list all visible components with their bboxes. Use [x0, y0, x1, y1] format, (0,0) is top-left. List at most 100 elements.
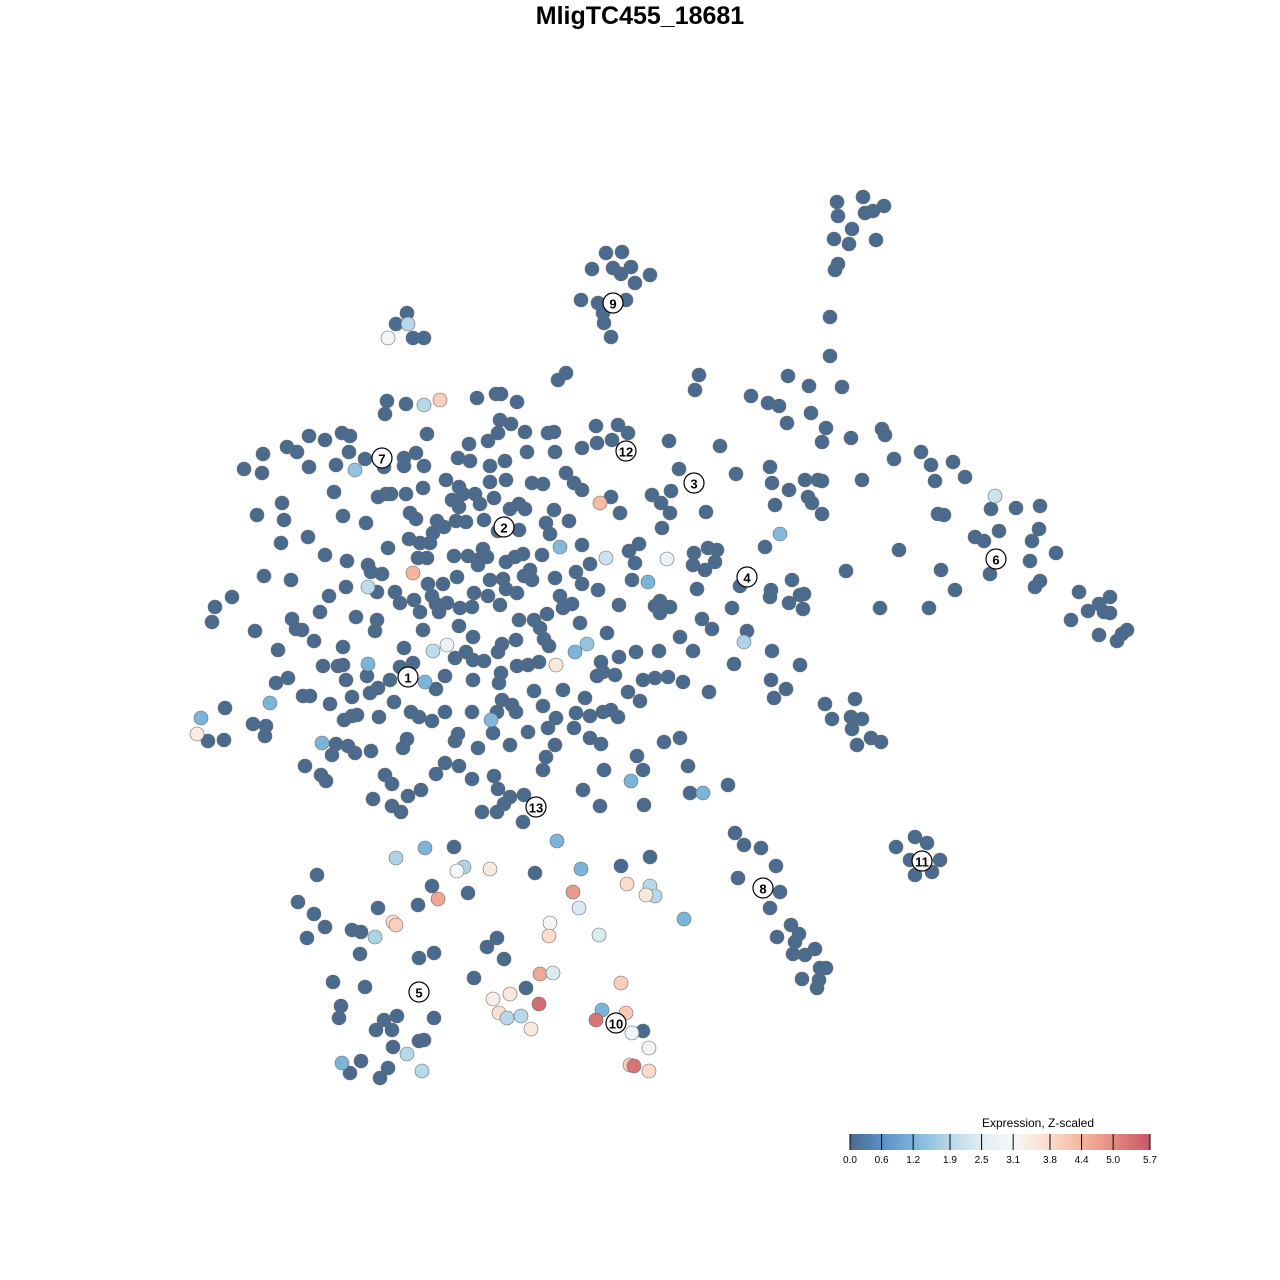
data-point	[449, 863, 465, 879]
cluster-label-7: 7	[371, 447, 393, 469]
data-point	[641, 1063, 657, 1079]
data-point	[479, 939, 495, 955]
data-point	[466, 585, 482, 601]
data-point	[300, 529, 316, 545]
data-point	[565, 884, 581, 900]
data-point	[340, 738, 356, 754]
data-point	[360, 579, 376, 595]
data-point	[627, 275, 643, 291]
data-point	[736, 634, 752, 650]
data-point	[548, 710, 564, 726]
data-point	[417, 840, 433, 856]
data-point	[720, 777, 736, 793]
data-point	[596, 315, 612, 331]
data-point	[822, 348, 838, 364]
data-point	[854, 472, 870, 488]
data-point	[575, 782, 591, 798]
data-point	[476, 512, 492, 528]
data-point	[547, 444, 563, 460]
data-point	[425, 643, 441, 659]
data-point	[730, 870, 746, 886]
data-point	[743, 388, 759, 404]
data-point	[547, 570, 563, 586]
data-point	[757, 539, 773, 555]
data-point	[652, 605, 668, 621]
data-point	[814, 473, 830, 489]
data-point	[724, 600, 740, 616]
data-point	[360, 656, 376, 672]
data-point	[687, 382, 703, 398]
data-point	[396, 640, 412, 656]
data-point	[342, 1065, 358, 1081]
data-point	[574, 440, 590, 456]
data-point	[460, 885, 476, 901]
data-point	[489, 930, 505, 946]
data-point	[482, 458, 498, 474]
data-point	[344, 689, 360, 705]
data-point	[415, 480, 431, 496]
data-point	[611, 649, 627, 665]
data-point	[762, 900, 778, 916]
data-point	[787, 934, 803, 950]
data-point	[641, 1040, 657, 1056]
data-point	[662, 505, 678, 521]
cluster-label-text: 1	[404, 671, 411, 686]
data-point	[531, 654, 547, 670]
data-point	[642, 849, 658, 865]
data-point	[818, 960, 834, 976]
data-point	[384, 776, 400, 792]
data-point	[382, 672, 398, 688]
data-point	[598, 550, 614, 566]
data-point	[772, 884, 788, 900]
data-point	[335, 657, 351, 673]
data-point	[389, 1008, 405, 1024]
data-point	[411, 709, 427, 725]
data-point	[591, 927, 607, 943]
data-point	[682, 785, 698, 801]
data-point	[317, 547, 333, 563]
data-point	[826, 231, 842, 247]
data-point	[426, 945, 442, 961]
data-point	[535, 762, 551, 778]
data-point	[370, 900, 386, 916]
data-point	[604, 432, 620, 448]
data-point	[588, 1012, 604, 1028]
data-point	[315, 658, 331, 674]
data-point	[424, 878, 440, 894]
data-point	[691, 367, 707, 383]
data-point	[520, 724, 536, 740]
data-point	[838, 563, 854, 579]
data-point	[522, 562, 538, 578]
data-point	[876, 198, 892, 214]
data-point	[797, 947, 813, 963]
data-point	[781, 482, 797, 498]
data-point	[872, 600, 888, 616]
data-point	[318, 773, 334, 789]
data-point	[781, 595, 797, 611]
data-point	[582, 556, 598, 572]
data-point	[342, 428, 358, 444]
data-point	[685, 643, 701, 659]
data-point	[262, 695, 278, 711]
data-point	[814, 434, 830, 450]
data-point	[927, 473, 943, 489]
data-point	[465, 672, 481, 688]
data-point	[779, 415, 795, 431]
data-point	[546, 424, 562, 440]
data-point	[396, 458, 412, 474]
data-point	[406, 592, 422, 608]
legend-colorbar	[850, 1134, 1150, 1150]
data-point	[371, 709, 387, 725]
data-point	[561, 513, 577, 529]
data-point	[385, 1039, 401, 1055]
data-point	[284, 611, 300, 627]
data-point	[660, 669, 676, 685]
data-point	[947, 582, 963, 598]
data-point	[976, 533, 992, 549]
data-point	[301, 428, 317, 444]
data-point	[766, 690, 782, 706]
data-point	[983, 501, 999, 517]
data-point	[545, 965, 561, 981]
data-point	[326, 484, 342, 500]
